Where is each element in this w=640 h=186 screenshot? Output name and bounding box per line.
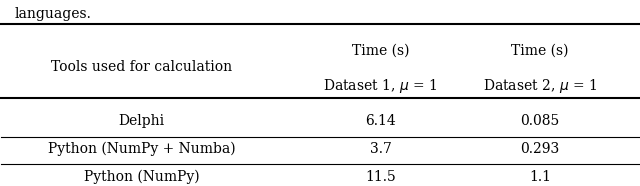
Text: Time (s): Time (s): [511, 44, 568, 58]
Text: Python (NumPy + Numba): Python (NumPy + Numba): [48, 142, 236, 156]
Text: 11.5: 11.5: [365, 170, 396, 184]
Text: 0.085: 0.085: [520, 114, 559, 128]
Text: 3.7: 3.7: [369, 142, 392, 156]
Text: Dataset 2, $\mu$ = 1: Dataset 2, $\mu$ = 1: [483, 76, 597, 94]
Text: 6.14: 6.14: [365, 114, 396, 128]
Text: 0.293: 0.293: [520, 142, 559, 156]
Text: Python (NumPy): Python (NumPy): [84, 170, 200, 185]
Text: 1.1: 1.1: [529, 170, 551, 184]
Text: Dataset 1, $\mu$ = 1: Dataset 1, $\mu$ = 1: [323, 76, 438, 94]
Text: Delphi: Delphi: [118, 114, 164, 128]
Text: Time (s): Time (s): [352, 44, 410, 58]
Text: Tools used for calculation: Tools used for calculation: [51, 60, 232, 74]
Text: languages.: languages.: [14, 7, 91, 21]
